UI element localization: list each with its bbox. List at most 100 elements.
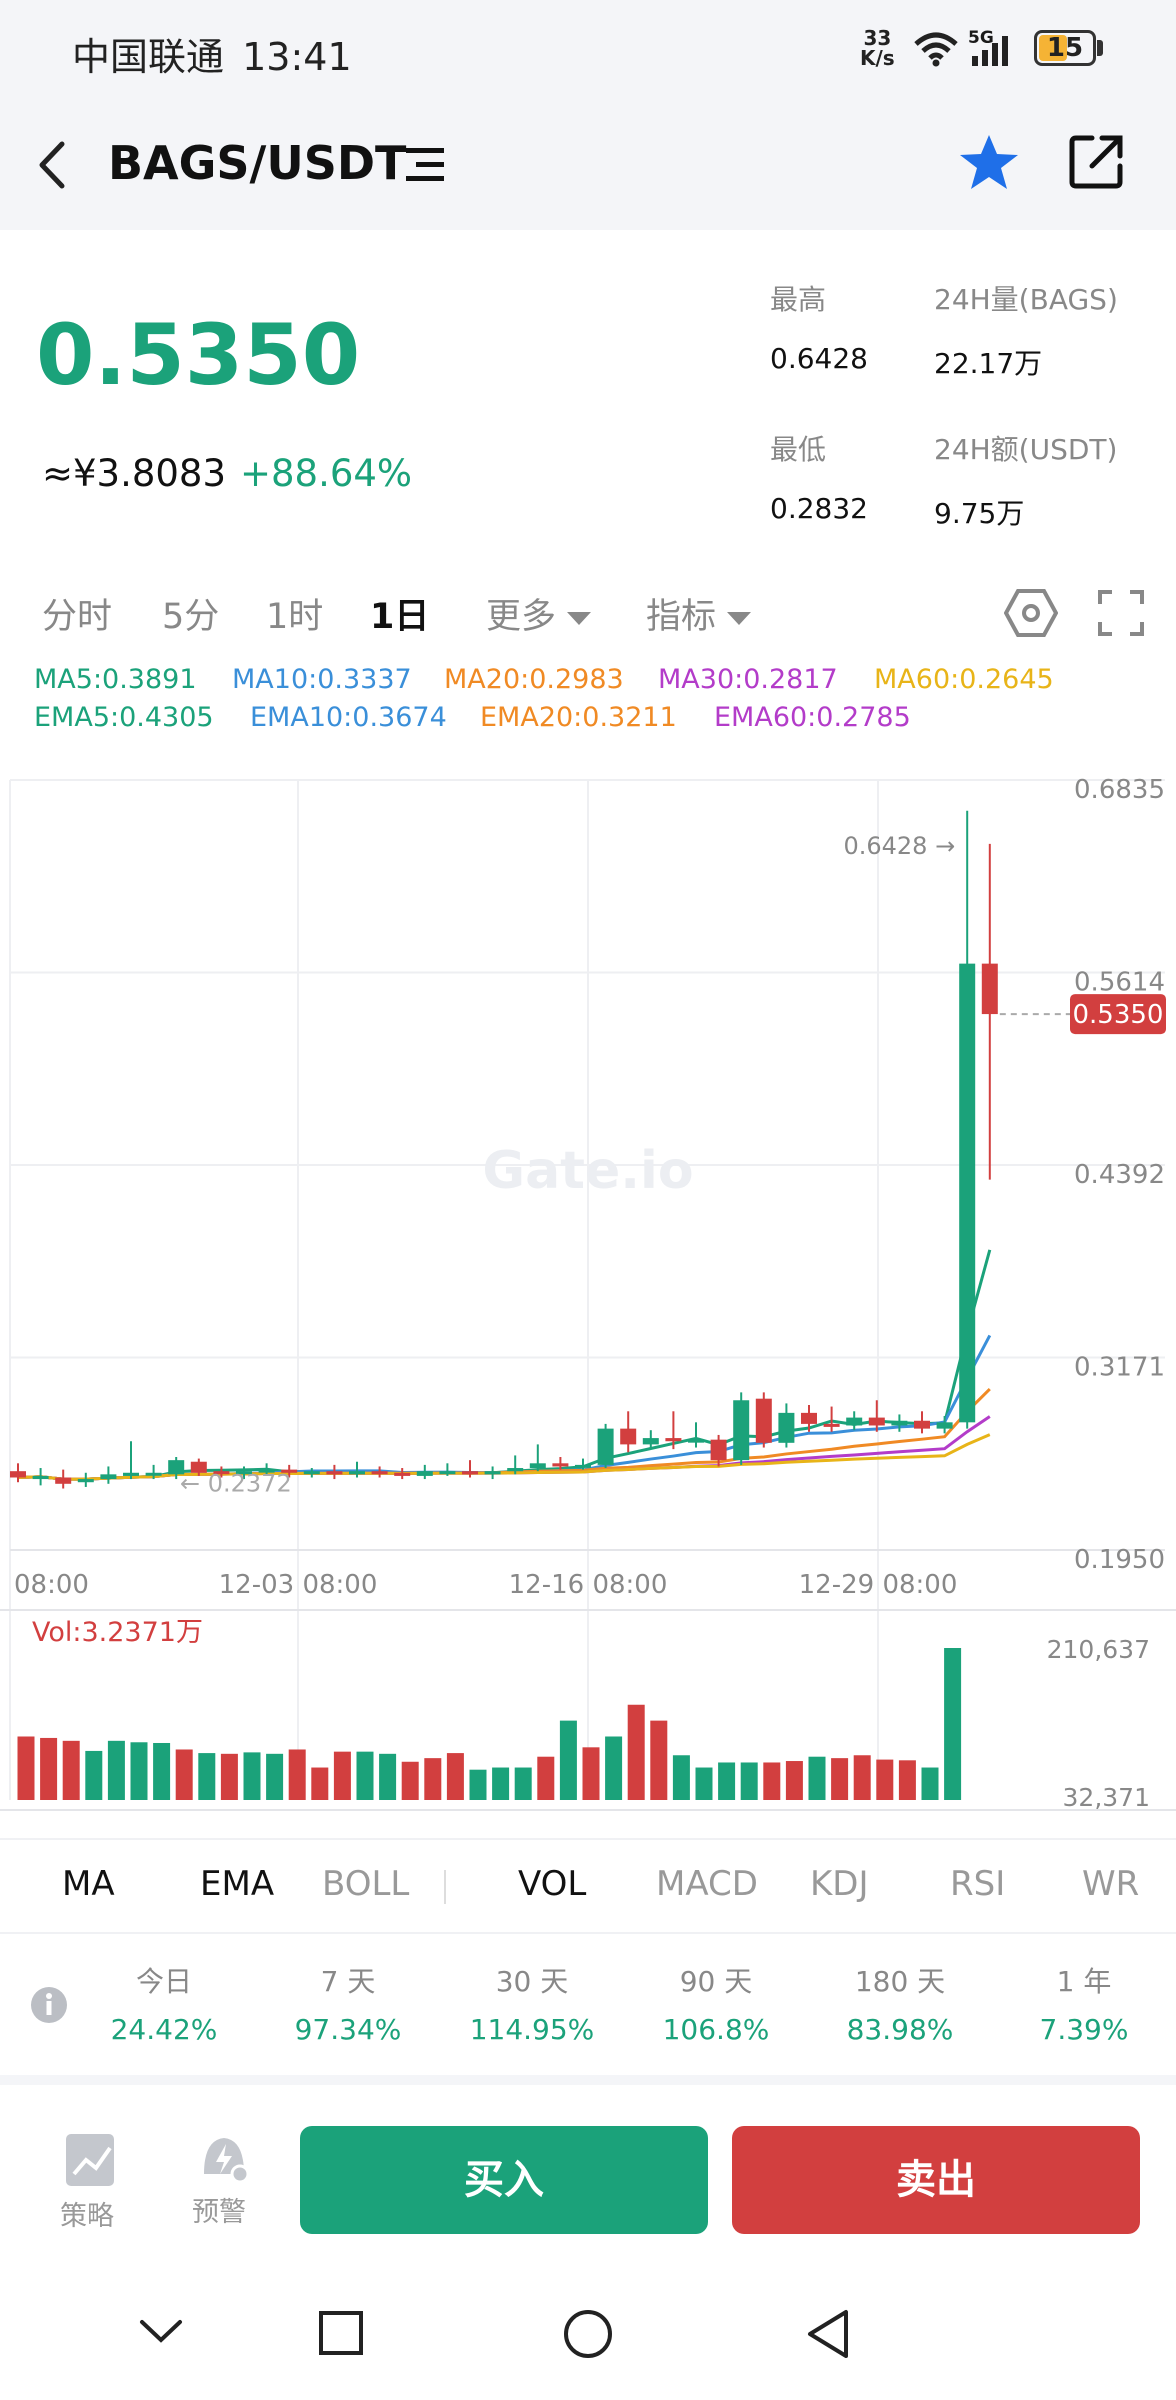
volume-bar [424,1758,442,1800]
volume-bar [311,1767,329,1800]
volume-bar [605,1736,623,1800]
indicator-ma[interactable]: MA [62,1864,115,1904]
candle-body [620,1428,637,1445]
back-triangle-icon[interactable] [806,2308,852,2360]
ma-line-ma60 [17,1433,991,1481]
annotations: 0.6428 → ← 0.2372 0.5350 [180,832,1166,1497]
candle-body [416,1471,433,1476]
volume-bar [514,1767,532,1800]
legend-ma10: MA10:0.3337 [232,664,412,695]
y-tick-label: 0.4392 [1074,1160,1165,1190]
time-axis: 08:00 12-03 08:00 12-16 08:00 12-29 08:00 [14,1570,957,1600]
candle-body [891,1420,908,1426]
volume-bar [808,1756,826,1800]
candle-body [846,1417,863,1426]
y-tick-label: 0.3171 [1074,1353,1165,1383]
volume-max-label: 210,637 [1047,1635,1150,1664]
candle-body [959,963,976,1423]
tab-timeline[interactable]: 分时 [42,597,113,637]
candles [10,810,998,1489]
indicator-wr[interactable]: WR [1082,1864,1140,1904]
battery-level: 15 [1046,33,1084,63]
indicator-kdj[interactable]: KDJ [810,1864,869,1904]
alert-button[interactable]: 预警 [184,2130,264,2230]
volume-bar [401,1761,419,1800]
candle-body [733,1400,750,1461]
info-icon[interactable] [30,1986,68,2024]
section-divider [0,2075,1176,2085]
volume-bar [740,1762,758,1800]
legend-ma5: MA5:0.3891 [34,664,197,695]
tab-indicators[interactable]: 指标 [646,588,752,639]
settings-hexagon-icon[interactable] [1004,588,1058,638]
strategy-button[interactable]: 策略 [50,2130,130,2232]
amount-value: 9.75万 [934,497,1025,530]
low-value: 0.2832 [770,492,868,525]
carrier-name: 中国联通 [72,35,225,79]
tab-1hour[interactable]: 1时 [266,597,324,637]
buy-button[interactable]: 买入 [300,2126,708,2234]
price-card [0,232,1176,562]
indicator-vol[interactable]: VOL [518,1864,587,1904]
alert-bell-icon [204,2138,250,2184]
sell-button[interactable]: 卖出 [732,2126,1140,2234]
candlestick-chart[interactable]: Gate.io 0.6835 0.5614 0.4392 0.3171 0.1950 0… [0,770,1176,1850]
volume-bar [469,1769,487,1800]
indicator-rsi[interactable]: RSI [950,1864,1006,1904]
candle-body [597,1428,614,1465]
back-arrow-icon[interactable] [34,140,74,190]
share-external-icon[interactable] [1068,132,1126,190]
system-navbar [0,2270,1176,2400]
perf-value-30d: 114.95% [469,2013,595,2046]
tab-1day[interactable]: 1日 [370,597,430,637]
volume-bar [831,1758,849,1800]
recent-apps-icon[interactable] [318,2310,364,2356]
candle-body [55,1477,72,1484]
volume-bar [718,1762,736,1800]
candle-body [326,1471,343,1475]
candle-body [484,1471,501,1475]
volume-bar [356,1751,374,1800]
caret-down-icon [567,612,592,625]
network-type: 5G [968,28,994,48]
legend-ma20: MA20:0.2983 [444,664,624,695]
chart-grid [0,779,1176,1811]
candle-body [190,1461,207,1473]
legend-ma30: MA30:0.2817 [658,664,838,695]
chevron-down-icon[interactable] [136,2316,186,2346]
perf-label-90d: 90 天 [679,1965,753,1998]
candle-body [688,1439,704,1443]
volume-panel: Vol:3.2371万 210,637 32,371 [17,1617,1150,1812]
candle-body [710,1439,727,1461]
legend-ema60: EMA60:0.2785 [714,702,911,733]
menu-lines-icon[interactable] [404,146,446,184]
candle-body [394,1472,411,1476]
speed-unit: K/s [860,46,895,70]
indicator-ema[interactable]: EMA [200,1864,275,1904]
x-tick-label: 12-03 08:00 [219,1570,378,1600]
volume-bar [220,1753,238,1800]
fullscreen-icon[interactable] [1096,588,1146,638]
ma-lines [17,1249,992,1481]
indicator-macd[interactable]: MACD [656,1864,758,1904]
star-icon[interactable] [958,132,1020,194]
divider [0,1932,1176,1934]
watermark: Gate.io [482,1141,693,1201]
cny-price: ≈¥3.8083 [42,452,227,495]
candle-body [507,1468,524,1472]
perf-value-today: 24.42% [110,2013,218,2046]
volume-label: 24H量(BAGS) [934,283,1118,316]
perf-label-7d: 7 天 [320,1965,376,1998]
indicator-boll[interactable]: BOLL [322,1864,410,1904]
volume-bar [266,1753,284,1800]
tab-more[interactable]: 更多 [486,588,592,639]
low-annotation: ← 0.2372 [180,1469,292,1497]
home-icon[interactable] [562,2308,614,2360]
legend-ma60: MA60:0.2645 [874,664,1054,695]
pair-title[interactable]: BAGS/USDT [108,136,407,190]
current-price-tag [1070,994,1166,1035]
volume-bar [153,1742,171,1800]
clock: 13:41 [242,35,352,79]
perf-value-1y: 7.39% [1039,2013,1129,2046]
tab-5min[interactable]: 5分 [162,597,220,637]
